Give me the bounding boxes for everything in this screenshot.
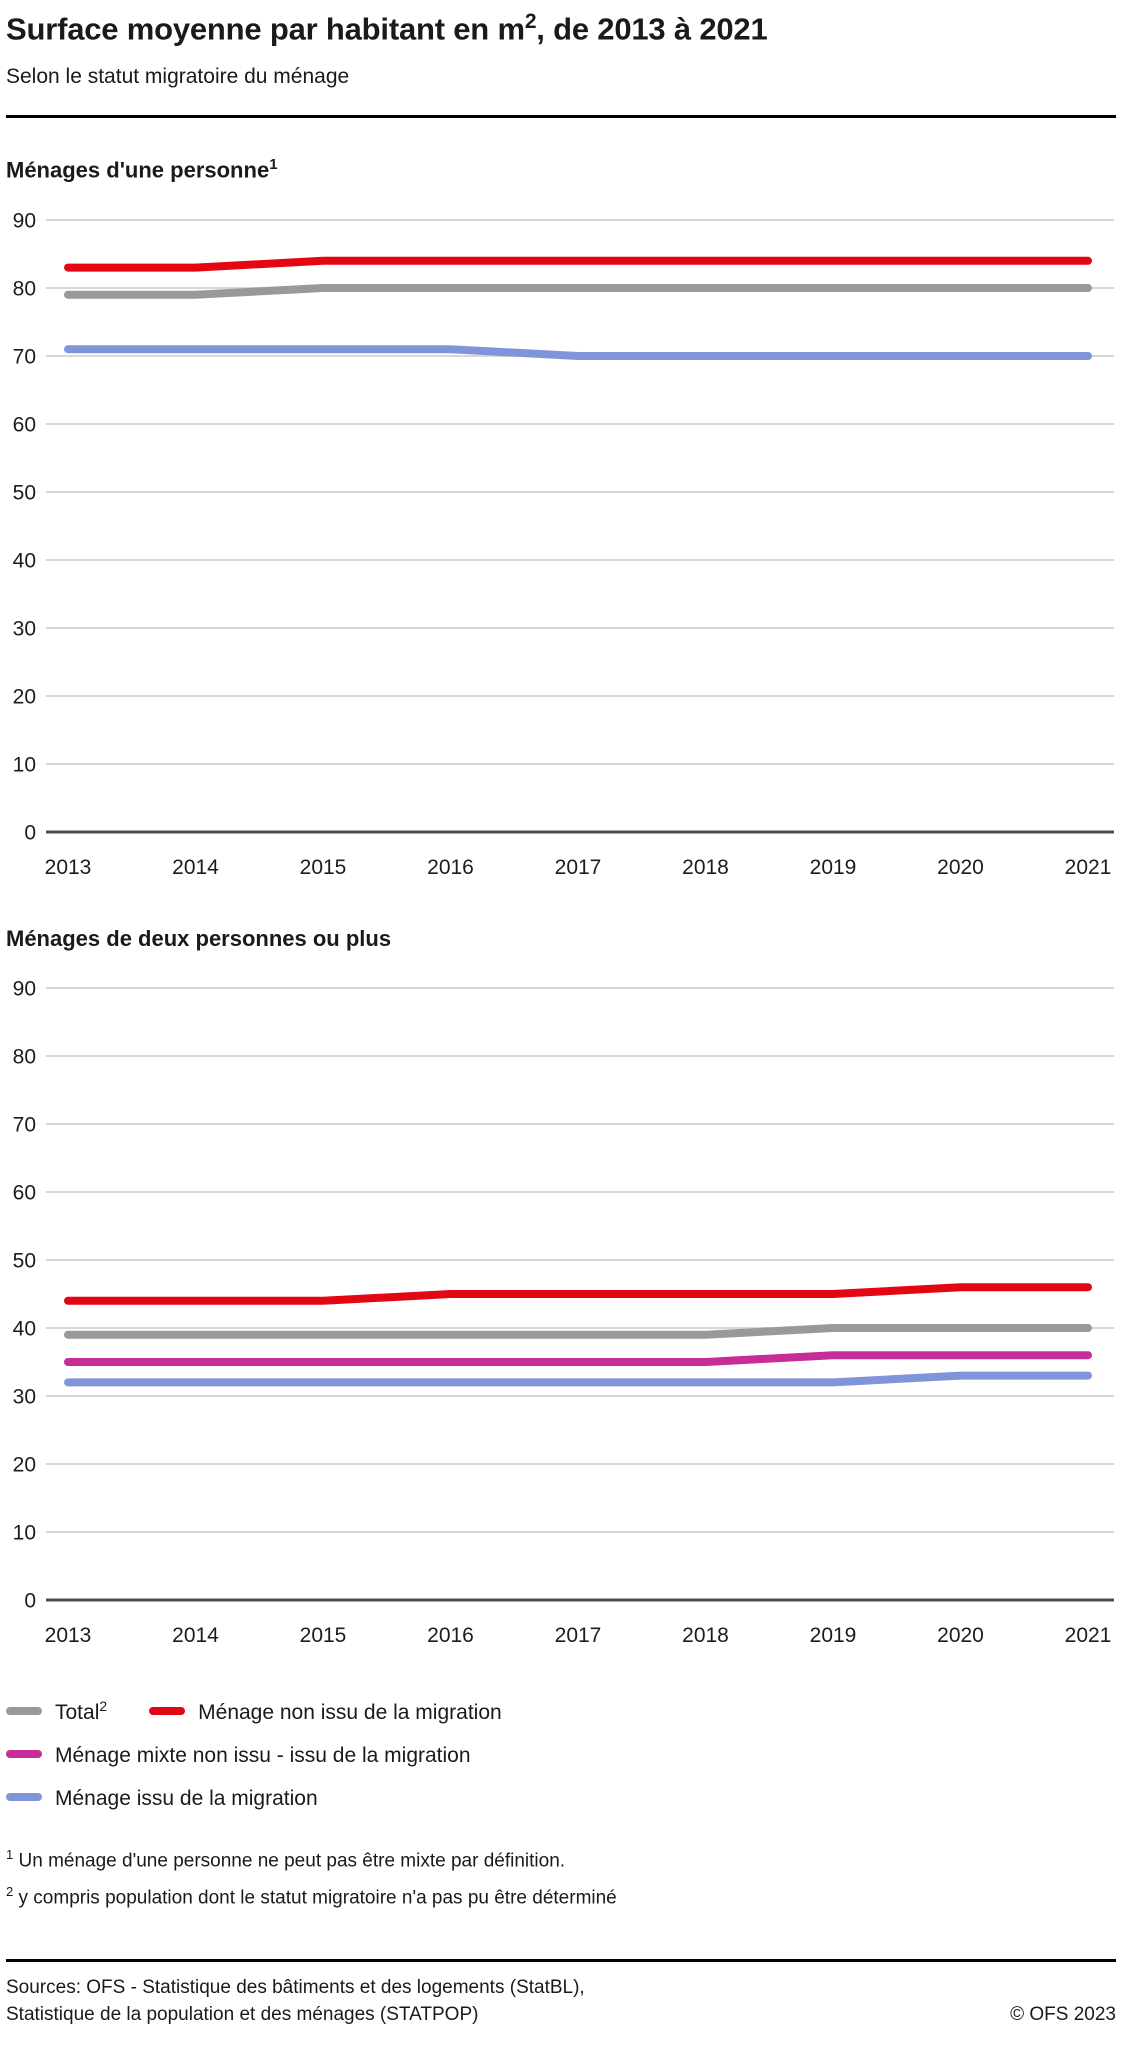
legend-swatch-non-issu [149, 1707, 186, 1716]
legend-item-issu: Ménage issu de la migration [6, 1784, 318, 1811]
y-tick-label: 0 [24, 1589, 36, 1612]
x-tick-label: 2014 [172, 856, 219, 879]
y-tick-label: 70 [13, 345, 36, 368]
x-tick-label: 2019 [810, 1624, 857, 1647]
top-divider [6, 115, 1116, 119]
x-tick-label: 2013 [45, 856, 92, 879]
y-tick-label: 40 [13, 549, 36, 572]
chart2-title: Ménages de deux personnes ou plus [6, 925, 392, 951]
series-line [64, 344, 1092, 360]
y-tick-label: 90 [13, 977, 36, 1000]
legend-swatch-mixte [6, 1750, 42, 1759]
y-tick-label: 10 [13, 753, 36, 776]
y-tick-label: 90 [13, 209, 36, 232]
chart-menages-deux-personnes-ou-plus: 90 80 70 60 50 40 30 20 10 0 2013 2014 2015 2016 2017 2… [6, 958, 1116, 1664]
line-chart: 90 80 70 60 50 40 30 20 10 0 2013 2014 2015 2016 2017 2… [13, 977, 1114, 1647]
y-tick-label: 40 [13, 1317, 36, 1340]
x-tick-label: 2015 [300, 856, 347, 879]
series-line [64, 283, 1092, 299]
footnote-1: 1 Un ménage d'une personne ne peut pas ê… [6, 1846, 566, 1871]
bottom-divider [6, 1959, 1116, 1963]
y-tick-label: 80 [13, 277, 36, 300]
footnotes: 1 Un ménage d'une personne ne peut pas ê… [6, 1839, 1116, 1914]
series-line [64, 1350, 1092, 1366]
x-tick-label: 2014 [172, 1624, 219, 1647]
y-tick-label: 20 [13, 1453, 36, 1476]
y-tick-label: 50 [13, 481, 36, 504]
legend-row: Ménage issu de la migration [6, 1784, 1116, 1811]
x-tick-label: 2016 [427, 1624, 474, 1647]
series-line [64, 1282, 1092, 1305]
chart-menages-une-personne: 90 80 70 60 50 40 30 20 10 0 2013 2014 2015 2016 2017 2… [6, 190, 1116, 896]
line-chart: 90 80 70 60 50 40 30 20 10 0 2013 2014 2015 2016 2017 2… [13, 209, 1114, 879]
x-tick-label: 2020 [937, 856, 984, 879]
x-tick-label: 2020 [937, 1624, 984, 1647]
legend-label-non-issu: Ménage non issu de la migration [198, 1700, 502, 1724]
legend-row: Total2 Ménage non issu de la migration [6, 1698, 1116, 1725]
y-tick-label: 80 [13, 1045, 36, 1068]
footer: Sources: OFS - Statistique des bâtiments… [6, 1974, 1116, 2028]
footnote-2: 2 y compris population dont le statut mi… [6, 1883, 617, 1909]
legend-item-total: Total2 [6, 1698, 107, 1725]
x-tick-label: 2017 [555, 856, 602, 879]
legend-item-mixte: Ménage mixte non issu - issu de la migra… [6, 1741, 471, 1768]
series-line [64, 1323, 1092, 1339]
x-tick-label: 2018 [682, 1624, 729, 1647]
legend-row: Ménage mixte non issu - issu de la migra… [6, 1741, 1116, 1768]
x-tick-label: 2013 [45, 1624, 92, 1647]
legend-label-total: Total2 [55, 1697, 108, 1724]
y-tick-label: 20 [13, 685, 36, 708]
legend-swatch-total [6, 1707, 42, 1716]
page-subtitle: Selon le statut migratoire du ménage [6, 65, 350, 89]
legend-label-issu: Ménage issu de la migration [55, 1786, 318, 1810]
y-tick-label: 60 [13, 413, 36, 436]
x-tick-label: 2019 [810, 856, 857, 879]
y-tick-label: 10 [13, 1521, 36, 1544]
legend: Total2 Ménage non issu de la migration M… [6, 1698, 1116, 1811]
y-tick-label: 30 [13, 617, 36, 640]
x-tick-label: 2017 [555, 1624, 602, 1647]
x-tick-label: 2018 [682, 856, 729, 879]
x-tick-label: 2021 [1065, 856, 1112, 879]
y-tick-label: 0 [24, 821, 36, 844]
y-tick-label: 50 [13, 1249, 36, 1272]
x-tick-label: 2016 [427, 856, 474, 879]
x-tick-label: 2021 [1065, 1624, 1112, 1647]
chart1-title-superscript: 1 [269, 156, 278, 174]
legend-swatch-issu [6, 1793, 42, 1802]
sources: Sources: OFS - Statistique des bâtiments… [6, 1977, 585, 2026]
copyright: © OFS 2023 [1010, 2004, 1116, 2026]
chart1-title: Ménages d'une personne1 [6, 156, 278, 183]
x-tick-label: 2015 [300, 1624, 347, 1647]
series-line [64, 1371, 1092, 1387]
title-superscript: 2 [524, 10, 537, 33]
legend-item-non-issu: Ménage non issu de la migration [149, 1698, 502, 1725]
y-tick-label: 60 [13, 1181, 36, 1204]
page-title: Surface moyenne par habitant en m2, de 2… [6, 10, 768, 47]
y-tick-label: 30 [13, 1385, 36, 1408]
legend-label-mixte: Ménage mixte non issu - issu de la migra… [55, 1743, 471, 1767]
series-line [64, 256, 1092, 272]
y-tick-label: 70 [13, 1113, 36, 1136]
